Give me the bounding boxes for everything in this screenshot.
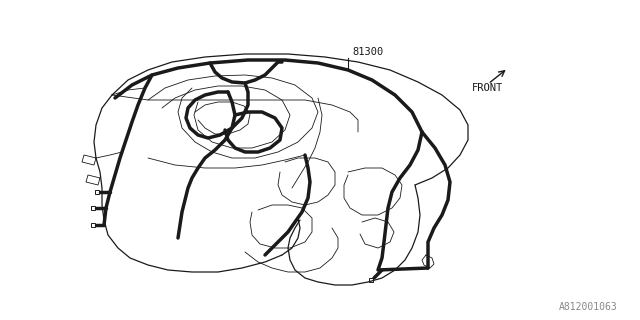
Text: 81300: 81300: [352, 47, 383, 57]
Text: FRONT: FRONT: [472, 83, 503, 93]
Text: A812001063: A812001063: [559, 302, 618, 312]
